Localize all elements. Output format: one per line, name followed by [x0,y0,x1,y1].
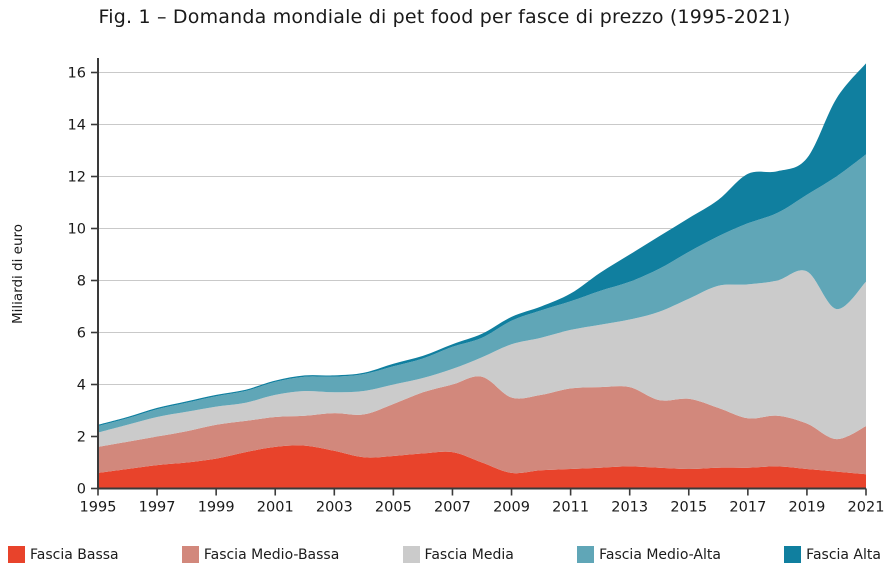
svg-text:6: 6 [77,326,86,342]
svg-text:1995: 1995 [80,500,117,516]
svg-text:2017: 2017 [729,500,766,516]
y-axis-label: Miliardi di euro [10,224,26,324]
svg-text:2003: 2003 [316,500,353,516]
svg-text:2013: 2013 [611,500,648,516]
legend-label: Fascia Medio-Alta [599,546,721,563]
legend-color-swatch [402,546,420,563]
figure-title: Fig. 1 – Domanda mondiale di pet food pe… [98,6,791,28]
legend-item-fascia-medio-bassa: Fascia Medio-Bassa [181,546,340,563]
svg-text:12: 12 [68,170,86,186]
svg-text:10: 10 [68,222,86,238]
svg-text:2009: 2009 [493,500,530,516]
chart-legend: Fascia Bassa Fascia Medio-Bassa Fascia Med… [0,546,889,563]
chart-areas [98,63,866,489]
svg-text:2001: 2001 [257,500,294,516]
legend-color-swatch [181,546,199,563]
legend-color-swatch [784,546,802,563]
chart-axes [91,58,867,496]
legend-label: Fascia Alta [806,546,881,563]
svg-text:4: 4 [77,378,86,394]
legend-item-fascia-alta: Fascia Alta [784,546,881,563]
svg-text:2005: 2005 [375,500,412,516]
legend-item-fascia-media: Fascia Media [402,546,514,563]
svg-text:8: 8 [77,274,86,290]
svg-text:2011: 2011 [552,500,589,516]
svg-text:16: 16 [68,66,86,82]
chart-tick-labels: 0 2 4 6 8 10 12 14 16 1995 1997 1999 2001 2003 2005 200… [68,66,885,516]
svg-text:2015: 2015 [670,500,707,516]
stacked-area-chart: 0 2 4 6 8 10 12 14 16 1995 1997 1999 2001 2003 2005 200… [10,58,885,516]
legend-label: Fascia Media [424,546,514,563]
svg-text:14: 14 [68,118,86,134]
svg-text:2019: 2019 [788,500,825,516]
legend-label: Fascia Medio-Bassa [203,546,340,563]
legend-color-swatch [8,546,25,563]
svg-text:2021: 2021 [848,500,885,516]
svg-text:1999: 1999 [198,500,235,516]
legend-label: Fascia Bassa [30,546,119,563]
svg-text:2007: 2007 [434,500,471,516]
legend-item-fascia-bassa: Fascia Bassa [8,546,119,563]
svg-text:1997: 1997 [139,500,176,516]
legend-item-fascia-medio-alta: Fascia Medio-Alta [577,546,721,563]
legend-color-swatch [577,546,595,563]
svg-text:2: 2 [77,430,86,446]
svg-text:0: 0 [77,482,86,498]
